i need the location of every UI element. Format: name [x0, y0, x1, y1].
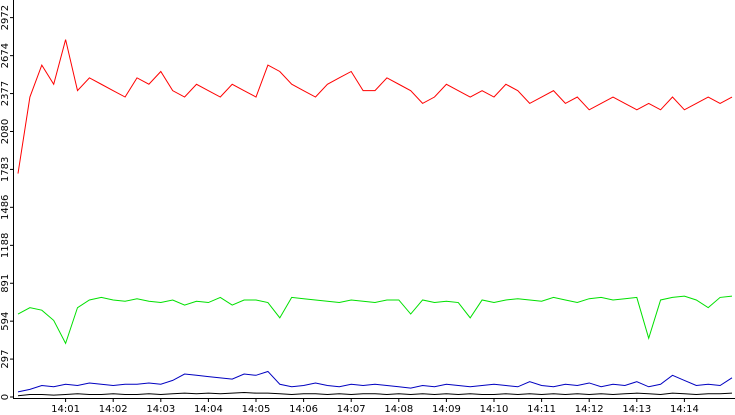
y-tick-label: 297: [0, 350, 11, 369]
y-tick-label: 1783: [0, 157, 11, 182]
y-tick-label: 2377: [0, 81, 11, 106]
y-tick-label: 2674: [0, 43, 11, 68]
x-tick-label: 14:10: [480, 404, 509, 415]
x-tick-label: 14:08: [384, 404, 413, 415]
y-tick-label: 594: [0, 312, 11, 331]
x-tick-label: 14:01: [51, 404, 80, 415]
x-tick-label: 14:13: [622, 404, 651, 415]
x-tick-label: 14:11: [527, 404, 556, 415]
x-tick-label: 14:05: [242, 404, 271, 415]
x-tick-label: 14:02: [99, 404, 128, 415]
y-tick-label: 1188: [0, 233, 11, 258]
series-line: [17, 39, 733, 174]
x-tick-label: 14:03: [146, 404, 175, 415]
series-line: [17, 392, 733, 397]
series-line: [17, 295, 733, 345]
x-tick-label: 14:09: [432, 404, 461, 415]
y-tick-label: 2972: [0, 5, 11, 30]
y-tick-label: 1486: [0, 195, 11, 220]
y-tick-label: 0: [0, 394, 11, 400]
y-tick-label: 891: [0, 274, 11, 293]
x-tick-label: 14:12: [575, 404, 604, 415]
x-tick-label: 14:04: [194, 404, 223, 415]
series-line: [17, 370, 733, 393]
x-tick-label: 14:07: [337, 404, 366, 415]
x-tick-label: 14:14: [670, 404, 699, 415]
y-tick-label: 2080: [0, 119, 11, 144]
x-tick-label: 14:06: [289, 404, 318, 415]
